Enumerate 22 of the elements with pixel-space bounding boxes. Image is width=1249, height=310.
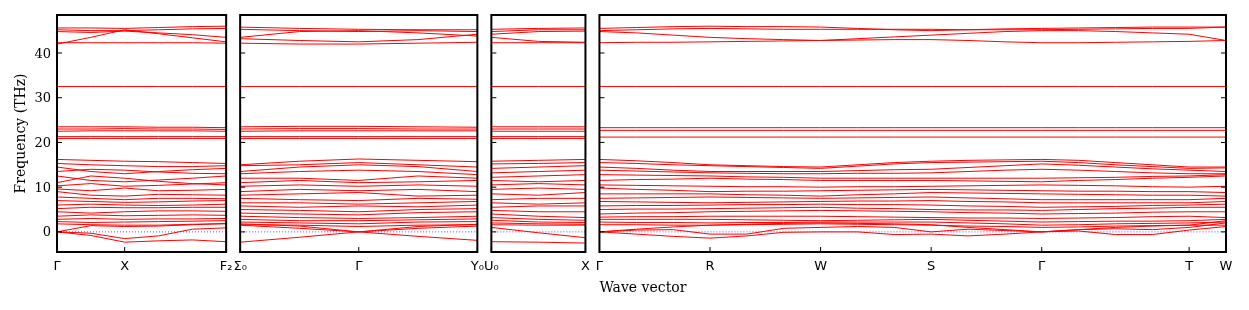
x-tick-label: W: [1219, 258, 1233, 273]
x-tick-label: R: [705, 258, 715, 273]
x-tick-label: W: [814, 258, 828, 273]
x-tick-label: Y₀: [469, 258, 484, 273]
x-tick-label: U₀: [483, 258, 499, 273]
y-tick-label: 30: [34, 90, 51, 106]
x-tick-label: S: [927, 258, 936, 273]
y-tick-label: 0: [42, 224, 51, 240]
x-tick-label: F₂: [219, 258, 233, 273]
x-tick-label: Γ: [1038, 258, 1047, 273]
x-tick-label: Γ: [53, 258, 62, 273]
y-axis-title: Frequency (THz): [12, 73, 28, 194]
x-tick-label: Γ: [355, 258, 364, 273]
y-tick-label: 40: [34, 45, 51, 61]
x-axis-title: Wave vector: [599, 279, 687, 295]
x-tick-label: X: [120, 258, 130, 273]
x-tick-label: X: [580, 258, 590, 273]
y-tick-label: 10: [34, 179, 51, 195]
y-tick-label: 20: [34, 134, 51, 150]
x-tick-label: Γ: [595, 258, 604, 273]
x-tick-label: Σ₀: [233, 258, 247, 273]
x-tick-label: T: [1184, 258, 1194, 273]
